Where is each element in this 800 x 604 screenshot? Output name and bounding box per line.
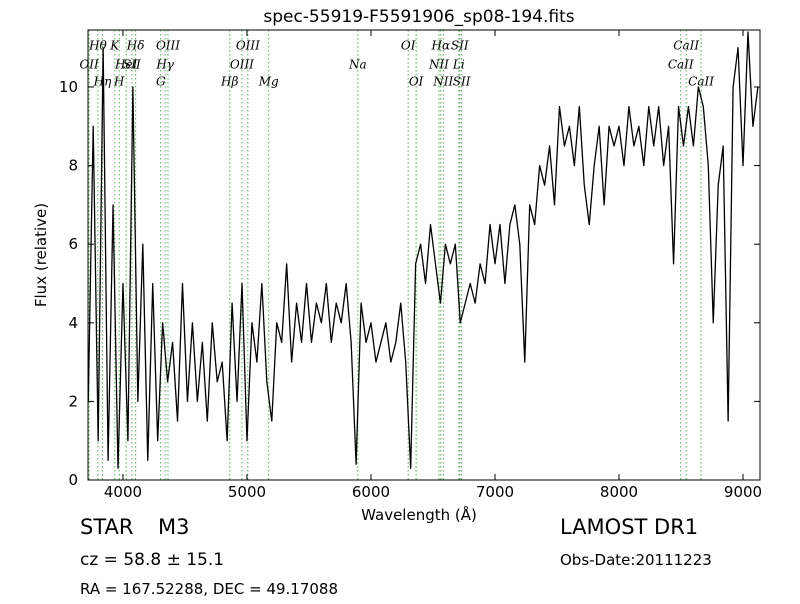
spectral-line-label: OIII	[236, 39, 260, 53]
y-axis-label: Flux (relative)	[32, 203, 50, 307]
y-tick-label: 8	[68, 157, 78, 175]
spectral-line-label: OIII	[156, 39, 180, 53]
spectral-line-label: NII	[432, 75, 453, 89]
obs-date: Obs-Date:20111223	[560, 551, 712, 569]
x-tick-label: 8000	[600, 483, 638, 501]
spectral-line-label: Hδ	[126, 39, 145, 53]
survey: LAMOST DR1	[560, 515, 698, 539]
y-tick-label: 2	[68, 392, 78, 410]
spectral-line-label: K	[109, 39, 120, 53]
spectral-line-label: Li	[452, 58, 465, 72]
y-tick-label: 4	[68, 314, 78, 332]
spectral-line-label: CaII	[668, 58, 694, 72]
x-tick-label: 9000	[724, 483, 762, 501]
plot-frame	[87, 29, 761, 481]
x-tick-label: 5000	[228, 483, 266, 501]
x-tick-label: 7000	[476, 483, 514, 501]
spectral-line-label: OII	[79, 58, 99, 72]
chart-title: spec-55919-F5591906_sp08-194.fits	[263, 7, 574, 27]
subclass: M3	[158, 515, 189, 539]
coordinates: RA = 167.52288, DEC = 49.17088	[80, 580, 338, 598]
spectral-line-label: HeI	[114, 58, 138, 72]
spectral-line-label: Hθ	[88, 39, 107, 53]
spectral-line-label: OI	[409, 75, 424, 89]
spectral-line-label: SII	[123, 58, 141, 72]
y-tick-label: 10	[59, 78, 78, 96]
spectral-line-label: SII	[453, 75, 471, 89]
spectral-line-label: Hβ	[220, 75, 238, 89]
spectral-line-label: Na	[348, 58, 367, 72]
plot-area	[88, 30, 759, 480]
x-tick-label: 6000	[352, 483, 390, 501]
spectral-line-label: Hγ	[155, 58, 174, 72]
spectral-line-label: Mg	[258, 75, 279, 89]
y-tick-label: 6	[68, 235, 78, 253]
spectral-line-label: Hα	[431, 39, 451, 53]
x-tick-label: 4000	[104, 483, 142, 501]
spectral-line-label: CaII	[688, 75, 714, 89]
object-class: STAR	[80, 515, 133, 539]
spectral-line-label: SII	[451, 39, 469, 53]
spectral-line-label: Hη	[93, 75, 112, 89]
spectral-line-label: H	[113, 75, 125, 89]
x-axis-label: Wavelength (Å)	[361, 505, 477, 524]
redshift: cz = 58.8 ± 15.1	[80, 550, 224, 570]
spectral-line-label: OIII	[230, 58, 254, 72]
spectral-line-label: OI	[401, 39, 416, 53]
y-tick-label: 0	[68, 471, 78, 489]
spectral-line-label: CaII	[673, 39, 699, 53]
spectrum	[88, 31, 759, 469]
spectral-line-label: G	[156, 75, 166, 89]
spectral-line-label: NII	[428, 58, 449, 72]
